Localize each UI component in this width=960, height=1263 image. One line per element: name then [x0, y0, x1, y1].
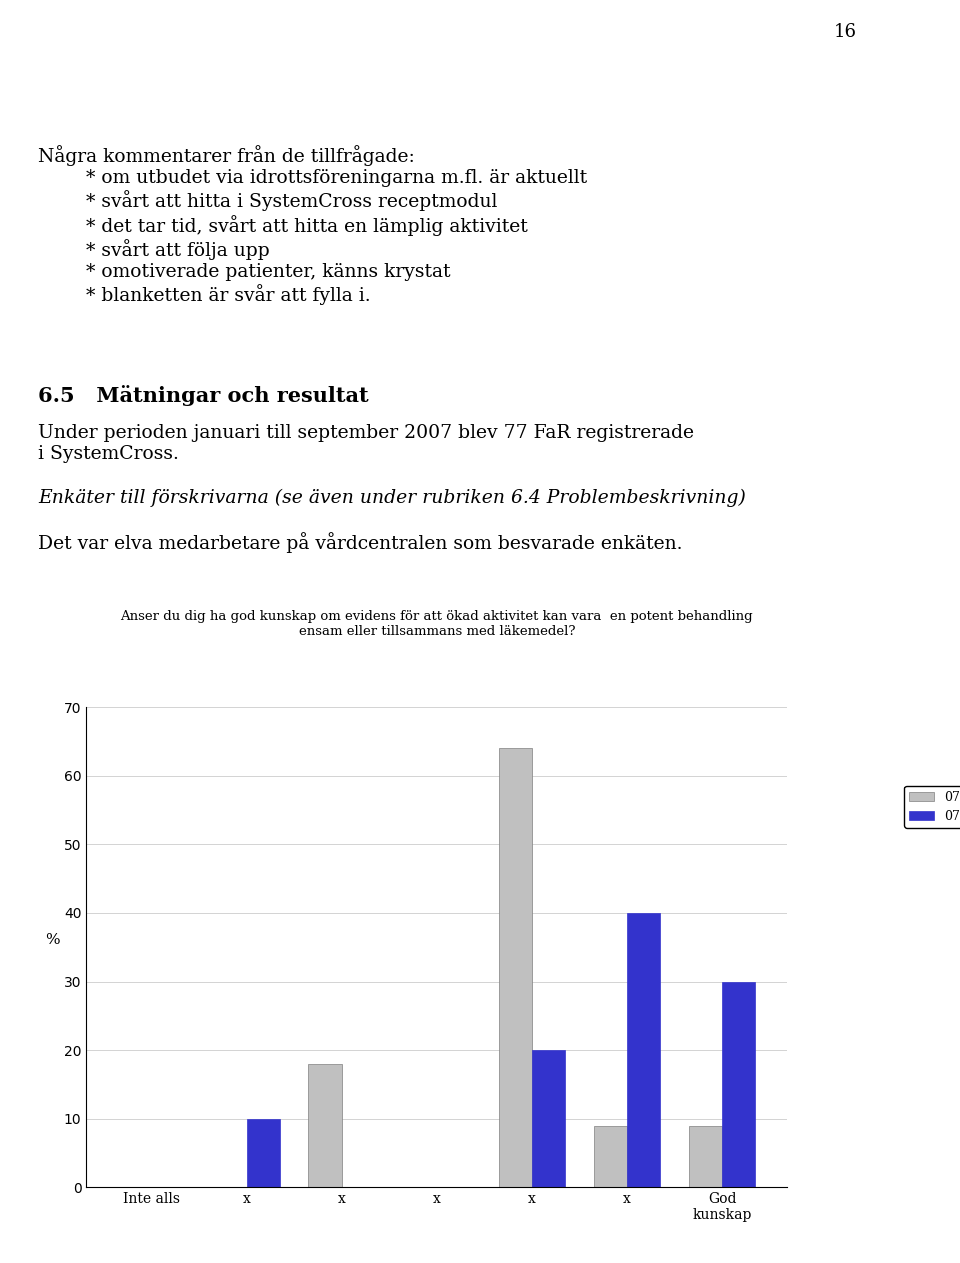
Bar — [247, 1119, 280, 1187]
Legend: 07-feb, 07-sep: 07-feb, 07-sep — [904, 786, 960, 827]
Text: Det var elva medarbetare på vårdcentralen som besvarade enkäten.: Det var elva medarbetare på vårdcentrale… — [38, 532, 683, 553]
Bar — [308, 1063, 342, 1187]
Text: 6.5   Mätningar och resultat: 6.5 Mätningar och resultat — [38, 385, 369, 407]
Text: Några kommentarer från de tillfrågade:
        * om utbudet via idrottsföreninga: Några kommentarer från de tillfrågade: *… — [38, 145, 588, 306]
Text: Enkäter till förskrivarna (se även under rubriken 6.4 Problembeskrivning): Enkäter till förskrivarna (se även under… — [38, 489, 746, 506]
Bar — [722, 981, 756, 1187]
Bar — [498, 749, 532, 1187]
Bar — [532, 1050, 565, 1187]
Text: 16: 16 — [833, 23, 856, 40]
Y-axis label: %: % — [45, 933, 60, 947]
Bar — [593, 1125, 627, 1187]
Bar — [688, 1125, 722, 1187]
Bar — [627, 913, 660, 1187]
Text: Under perioden januari till september 2007 blev 77 FaR registrerade
i SystemCros: Under perioden januari till september 20… — [38, 424, 694, 464]
Text: Anser du dig ha god kunskap om evidens för att ökad aktivitet kan vara  en poten: Anser du dig ha god kunskap om evidens f… — [121, 610, 753, 638]
